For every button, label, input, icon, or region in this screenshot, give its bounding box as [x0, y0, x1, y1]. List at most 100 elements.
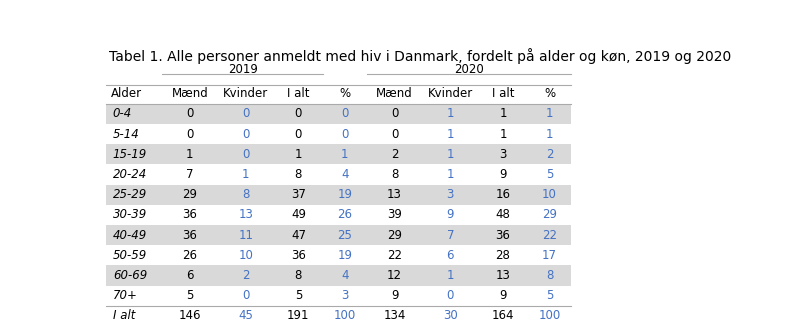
Text: 50-59: 50-59	[113, 249, 147, 262]
Text: 37: 37	[291, 188, 306, 201]
Text: 2019: 2019	[228, 63, 258, 76]
Text: 0: 0	[294, 107, 302, 120]
Text: 100: 100	[538, 309, 561, 320]
Text: 0-4: 0-4	[113, 107, 132, 120]
Text: 2: 2	[546, 148, 554, 161]
Text: %: %	[544, 87, 555, 100]
Text: 4: 4	[341, 269, 349, 282]
Text: 45: 45	[238, 309, 253, 320]
Text: 19: 19	[338, 249, 352, 262]
Text: 1: 1	[546, 107, 554, 120]
Text: 0: 0	[342, 127, 349, 140]
FancyBboxPatch shape	[106, 104, 571, 124]
Text: 22: 22	[387, 249, 402, 262]
Text: 8: 8	[294, 269, 302, 282]
Text: 15-19: 15-19	[113, 148, 147, 161]
Text: 146: 146	[178, 309, 201, 320]
Text: 5: 5	[546, 289, 553, 302]
Text: 1: 1	[546, 127, 554, 140]
Text: 0: 0	[446, 289, 454, 302]
Text: 17: 17	[542, 249, 557, 262]
Text: 2: 2	[242, 269, 250, 282]
Text: 5: 5	[186, 289, 194, 302]
Text: 1: 1	[446, 107, 454, 120]
Text: 29: 29	[182, 188, 198, 201]
Text: 16: 16	[495, 188, 510, 201]
Text: 0: 0	[242, 107, 250, 120]
Text: 1: 1	[446, 127, 454, 140]
Text: 48: 48	[495, 208, 510, 221]
Text: 13: 13	[387, 188, 402, 201]
FancyBboxPatch shape	[106, 164, 571, 185]
FancyBboxPatch shape	[106, 245, 571, 265]
Text: Kvinder: Kvinder	[223, 87, 268, 100]
Text: 191: 191	[287, 309, 310, 320]
Text: 1: 1	[242, 168, 250, 181]
Text: 0: 0	[391, 127, 398, 140]
Text: 1: 1	[341, 148, 349, 161]
Text: 70+: 70+	[113, 289, 138, 302]
Text: 9: 9	[446, 208, 454, 221]
Text: %: %	[339, 87, 350, 100]
Text: 5-14: 5-14	[113, 127, 140, 140]
Text: 10: 10	[542, 188, 557, 201]
Text: 5: 5	[546, 168, 553, 181]
Text: 20-24: 20-24	[113, 168, 147, 181]
Text: I alt: I alt	[113, 309, 135, 320]
Text: 13: 13	[495, 269, 510, 282]
Text: 26: 26	[182, 249, 198, 262]
Text: 1: 1	[446, 269, 454, 282]
Text: 164: 164	[492, 309, 514, 320]
Text: 8: 8	[294, 168, 302, 181]
Text: 134: 134	[383, 309, 406, 320]
Text: 13: 13	[238, 208, 253, 221]
Text: Tabel 1. Alle personer anmeldt med hiv i Danmark, fordelt på alder og køn, 2019 : Tabel 1. Alle personer anmeldt med hiv i…	[110, 48, 731, 64]
Text: 1: 1	[446, 148, 454, 161]
Text: I alt: I alt	[287, 87, 310, 100]
Text: 36: 36	[182, 208, 198, 221]
Text: 6: 6	[446, 249, 454, 262]
Text: 25-29: 25-29	[113, 188, 147, 201]
Text: Mænd: Mænd	[171, 87, 208, 100]
Text: 11: 11	[238, 228, 253, 242]
Text: 8: 8	[546, 269, 553, 282]
FancyBboxPatch shape	[106, 124, 571, 144]
Text: 7: 7	[446, 228, 454, 242]
Text: 9: 9	[499, 289, 506, 302]
FancyBboxPatch shape	[106, 225, 571, 245]
Text: Mænd: Mænd	[376, 87, 413, 100]
Text: 12: 12	[387, 269, 402, 282]
Text: 1: 1	[186, 148, 194, 161]
Text: 1: 1	[499, 107, 506, 120]
Text: 29: 29	[542, 208, 557, 221]
Text: 3: 3	[446, 188, 454, 201]
Text: 5: 5	[294, 289, 302, 302]
Text: 9: 9	[499, 168, 506, 181]
FancyBboxPatch shape	[106, 185, 571, 205]
Text: I alt: I alt	[492, 87, 514, 100]
FancyBboxPatch shape	[106, 144, 571, 164]
Text: 26: 26	[338, 208, 352, 221]
Text: 60-69: 60-69	[113, 269, 147, 282]
Text: 49: 49	[291, 208, 306, 221]
Text: 47: 47	[291, 228, 306, 242]
Text: 9: 9	[390, 289, 398, 302]
Text: 36: 36	[182, 228, 198, 242]
Text: 4: 4	[341, 168, 349, 181]
Text: 29: 29	[387, 228, 402, 242]
Text: 0: 0	[186, 127, 194, 140]
Text: 10: 10	[238, 249, 253, 262]
Text: 0: 0	[242, 289, 250, 302]
Text: 6: 6	[186, 269, 194, 282]
Text: 1: 1	[294, 148, 302, 161]
Text: 36: 36	[495, 228, 510, 242]
Text: 30-39: 30-39	[113, 208, 147, 221]
Text: 8: 8	[391, 168, 398, 181]
Text: 36: 36	[291, 249, 306, 262]
Text: 1: 1	[446, 168, 454, 181]
Text: 22: 22	[542, 228, 557, 242]
Text: 100: 100	[334, 309, 356, 320]
Text: 19: 19	[338, 188, 352, 201]
Text: 30: 30	[443, 309, 458, 320]
FancyBboxPatch shape	[106, 265, 571, 285]
